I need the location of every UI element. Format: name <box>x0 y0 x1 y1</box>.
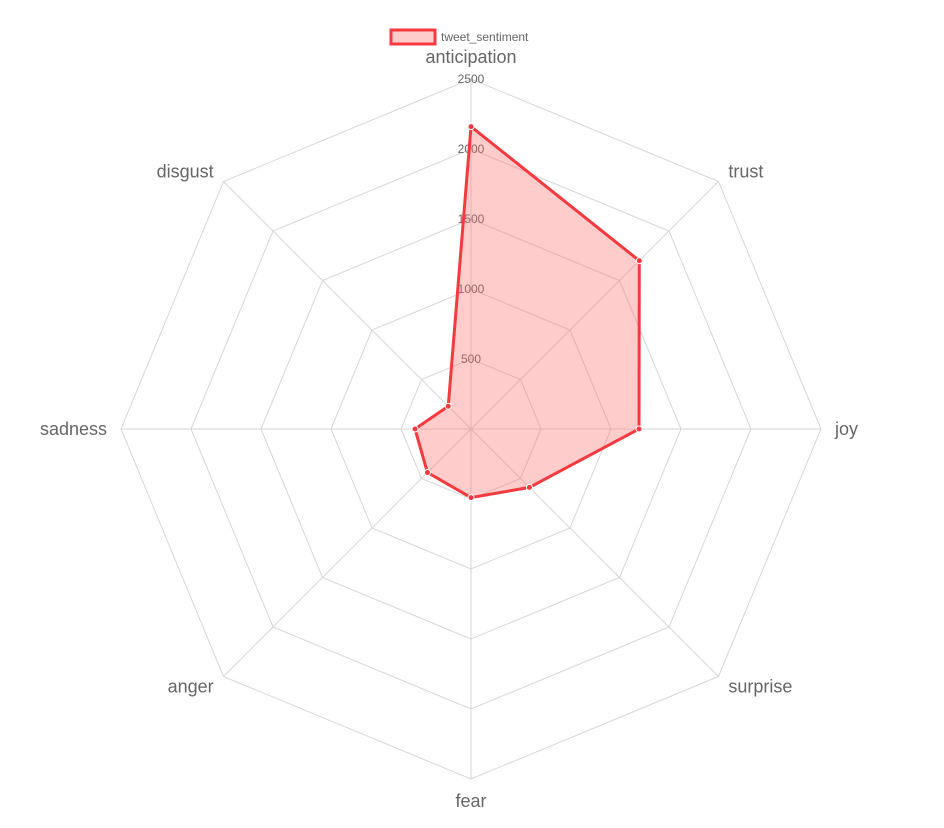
axis-label-sadness: sadness <box>40 419 107 439</box>
radar-axis-labels: anticipation trust joy surprise fear anger sad… <box>40 47 858 811</box>
data-point-fear[interactable] <box>467 494 475 502</box>
spoke-disgust <box>223 181 472 430</box>
data-point-anticipation[interactable] <box>467 123 475 131</box>
spoke-surprise <box>470 428 719 677</box>
data-point-disgust[interactable] <box>444 402 452 410</box>
radar-series <box>411 123 643 502</box>
axis-label-surprise: surprise <box>728 676 792 696</box>
spoke-trust <box>470 181 719 430</box>
legend-swatch-tweet-sentiment[interactable] <box>389 28 437 46</box>
data-point-anger[interactable] <box>423 469 431 477</box>
axis-label-anticipation: anticipation <box>425 47 516 67</box>
axis-label-fear: fear <box>455 791 486 811</box>
data-point-surprise[interactable] <box>525 483 533 491</box>
data-point-sadness[interactable] <box>411 425 419 433</box>
axis-label-joy: joy <box>834 419 858 439</box>
axis-label-anger: anger <box>168 676 214 696</box>
axis-label-disgust: disgust <box>157 162 214 182</box>
tick-label-500: 500 <box>461 352 481 366</box>
data-point-trust[interactable] <box>635 257 643 265</box>
axis-label-trust: trust <box>728 162 763 182</box>
tick-label-2000: 2000 <box>458 142 485 156</box>
series-area-tweet-sentiment[interactable] <box>413 123 641 500</box>
legend[interactable]: tweet_sentiment <box>389 28 529 46</box>
tick-label-1000: 1000 <box>458 282 485 296</box>
data-point-joy[interactable] <box>635 425 643 433</box>
tick-label-2500: 2500 <box>458 72 485 86</box>
legend-label-tweet-sentiment[interactable]: tweet_sentiment <box>441 30 529 44</box>
